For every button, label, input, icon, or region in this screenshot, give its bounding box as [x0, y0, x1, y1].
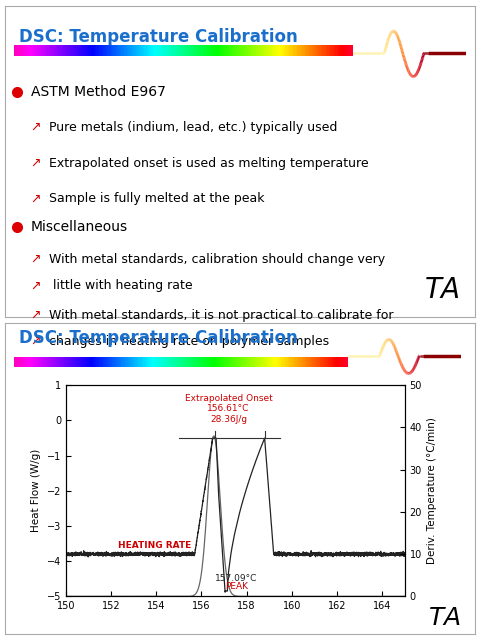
Text: ↗: ↗: [31, 157, 41, 170]
Text: ↗: ↗: [31, 279, 41, 292]
Text: ↗: ↗: [31, 335, 41, 348]
Text: ↗: ↗: [31, 308, 41, 322]
Text: Extrapolated Onset
156.61°C
28.36J/g: Extrapolated Onset 156.61°C 28.36J/g: [185, 394, 272, 424]
Text: Miscellaneous: Miscellaneous: [31, 220, 128, 234]
Text: Extrapolated onset is used as melting temperature: Extrapolated onset is used as melting te…: [49, 157, 369, 170]
Text: With metal standards, calibration should change very: With metal standards, calibration should…: [49, 253, 385, 266]
Text: ↗: ↗: [31, 193, 41, 205]
Text: changes in heating rate on polymer samples: changes in heating rate on polymer sampl…: [49, 335, 330, 348]
Text: With metal standards, it is not practical to calibrate for: With metal standards, it is not practica…: [49, 308, 394, 322]
Text: Pure metals (indium, lead, etc.) typically used: Pure metals (indium, lead, etc.) typical…: [49, 121, 338, 134]
Text: Sample is fully melted at the peak: Sample is fully melted at the peak: [49, 193, 265, 205]
Text: DSC: Temperature Calibration: DSC: Temperature Calibration: [19, 329, 298, 347]
Text: HEATING RATE: HEATING RATE: [118, 541, 191, 550]
Y-axis label: Heat Flow (W/g): Heat Flow (W/g): [31, 449, 41, 532]
Text: ↗: ↗: [31, 121, 41, 134]
Text: little with heating rate: little with heating rate: [49, 279, 193, 292]
Text: ↗: ↗: [31, 253, 41, 266]
Text: $\mathit{TA}$: $\mathit{TA}$: [429, 607, 461, 630]
Y-axis label: Deriv. Temperature (°C/min): Deriv. Temperature (°C/min): [427, 417, 437, 564]
Text: ASTM Method E967: ASTM Method E967: [31, 84, 166, 99]
Text: PEAK: PEAK: [225, 582, 248, 591]
Text: 157.09°C: 157.09°C: [215, 573, 258, 582]
Text: $\mathit{TA}$: $\mathit{TA}$: [424, 276, 460, 305]
Text: DSC: Temperature Calibration: DSC: Temperature Calibration: [19, 28, 298, 46]
